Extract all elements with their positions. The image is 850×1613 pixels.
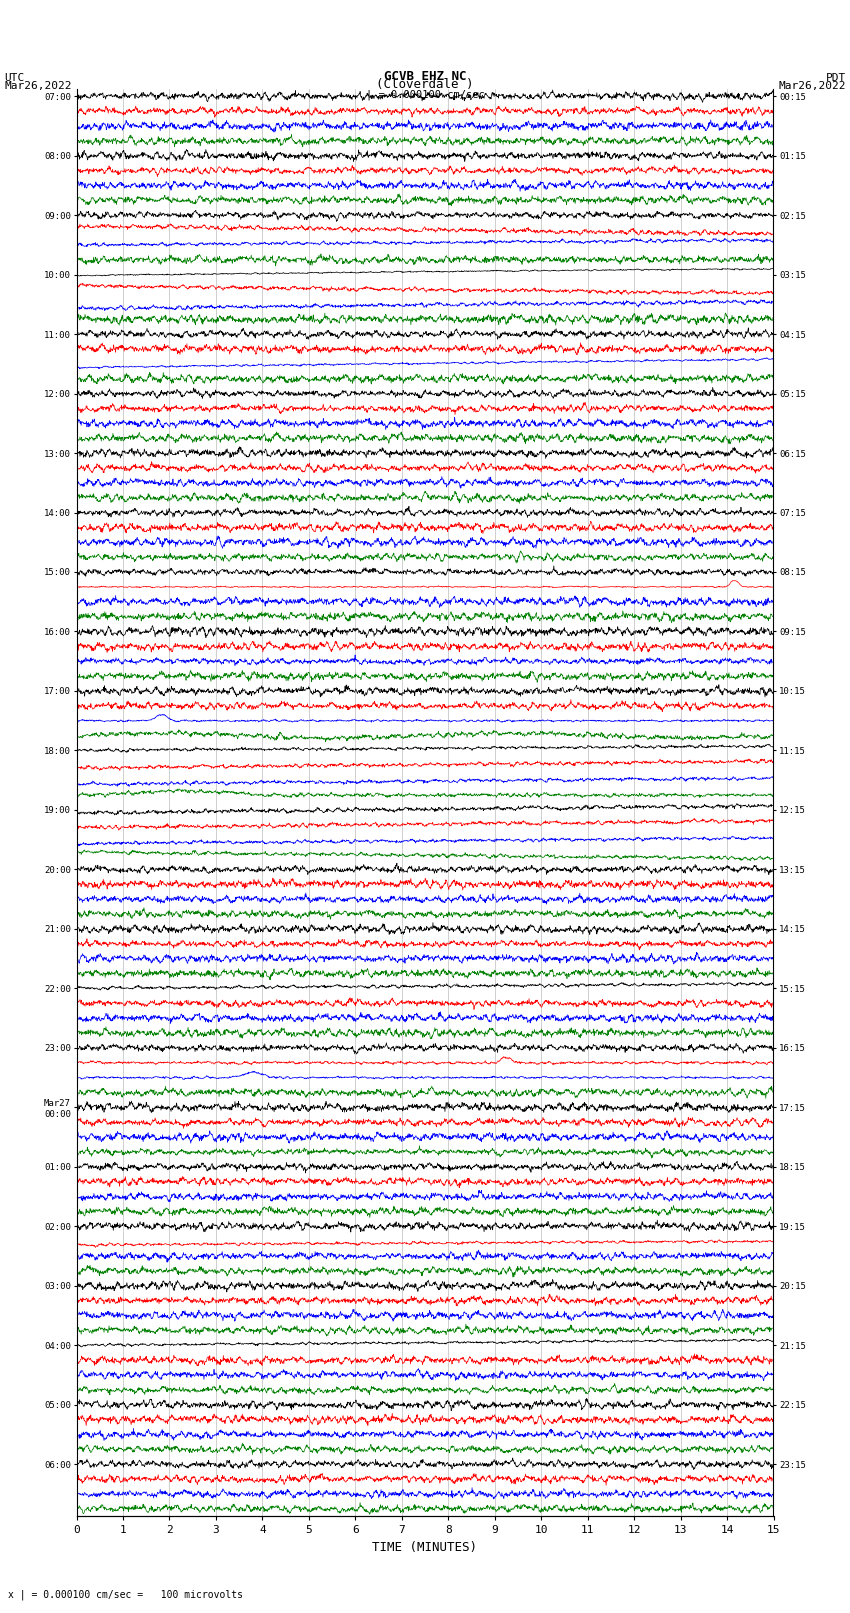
Text: PDT: PDT [825, 73, 846, 84]
Text: x | = 0.000100 cm/sec =   100 microvolts: x | = 0.000100 cm/sec = 100 microvolts [8, 1589, 243, 1600]
Text: | = 0.000100 cm/sec: | = 0.000100 cm/sec [366, 89, 484, 100]
Text: UTC: UTC [4, 73, 25, 84]
Text: Mar26,2022: Mar26,2022 [4, 81, 71, 90]
X-axis label: TIME (MINUTES): TIME (MINUTES) [372, 1540, 478, 1553]
Text: (Cloverdale ): (Cloverdale ) [377, 77, 473, 90]
Text: Mar26,2022: Mar26,2022 [779, 81, 846, 90]
Text: GCVB EHZ NC: GCVB EHZ NC [383, 69, 467, 84]
